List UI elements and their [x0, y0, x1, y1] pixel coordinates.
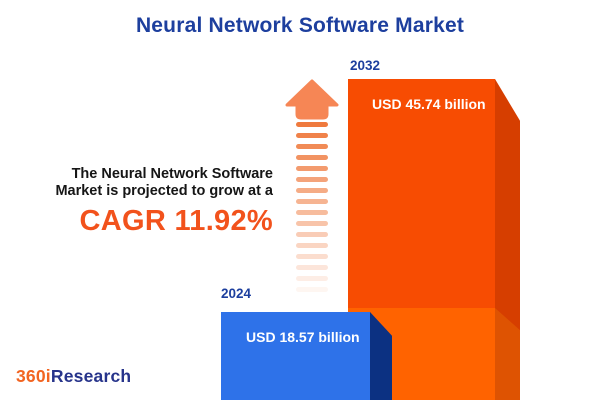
annotation-text: The Neural Network Software Market is pr…: [23, 166, 273, 200]
year-label-2032: 2032: [350, 58, 381, 73]
annotation-line-2: Market is projected to grow at a: [55, 183, 273, 200]
brand-logo-suffix: Research: [50, 366, 132, 386]
brand-logo: 360iResearch: [16, 366, 131, 387]
bar-2024-value: USD 18.57 billion: [246, 329, 360, 345]
growth-arrow-icon: [285, 79, 339, 292]
chart-title: Neural Network Software Market: [135, 14, 465, 37]
brand-logo-prefix: 360i: [16, 366, 51, 386]
bar-2024-front: [221, 312, 370, 400]
cagr-value: CAGR 11.92%: [79, 205, 273, 238]
arrow-stripes: [296, 122, 328, 292]
bar-2024-side: [370, 312, 392, 400]
annotation-line-1: The Neural Network Software: [71, 166, 273, 182]
bar-2032-value: USD 45.74 billion: [372, 96, 486, 112]
year-label-2024: 2024: [221, 286, 252, 301]
growth-annotation: The Neural Network Software Market is pr…: [23, 166, 273, 238]
arrow-head: [285, 79, 339, 120]
